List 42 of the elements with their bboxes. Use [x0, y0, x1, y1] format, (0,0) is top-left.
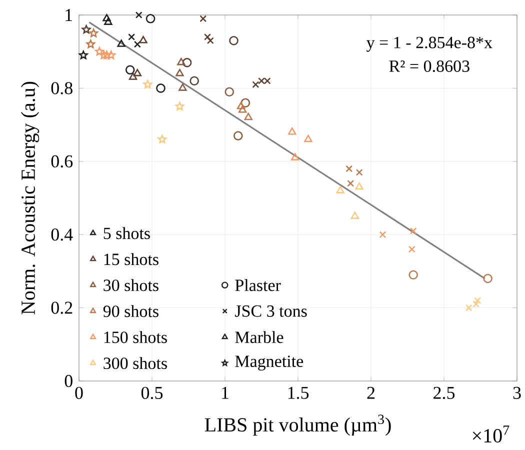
y-axis-title: Norm. Acoustic Energy (a.u) — [20, 82, 40, 314]
legend-label: 90 shots — [103, 305, 158, 318]
point — [206, 37, 214, 44]
point — [236, 102, 246, 110]
legend-label: Plaster — [235, 279, 281, 292]
point — [102, 50, 112, 60]
legend-label: 30 shots — [104, 279, 158, 292]
annotation: R² = 0.8603 — [389, 60, 470, 72]
annotation: y = 1 - 2.854e-8*x — [366, 36, 492, 52]
point — [204, 33, 211, 40]
point — [350, 212, 360, 219]
point — [336, 186, 344, 194]
y-tick-label: 0.8 — [51, 82, 72, 94]
legend-label: 15 shots — [104, 253, 158, 266]
legend-label: 150 shots — [104, 331, 167, 344]
legend-label: 5 shots — [104, 227, 150, 240]
point — [238, 106, 247, 113]
point — [355, 182, 364, 190]
x-tick-label: 2.5 — [434, 386, 455, 400]
x-tick-label: 1.5 — [288, 386, 309, 399]
x-tick-label: 1 — [222, 386, 228, 399]
x-axis-title: LIBS pit volume (µm$^{3}$) — [204, 414, 391, 436]
point — [200, 15, 207, 22]
x-tick-label: 2 — [367, 386, 375, 399]
point — [99, 50, 108, 60]
point — [106, 50, 116, 60]
legend-label: 300 shots — [104, 357, 167, 370]
y-tick-label: 0.2 — [51, 302, 72, 314]
legend-label: Marble — [235, 331, 284, 344]
y-tick-label: 0.6 — [51, 155, 73, 168]
point — [244, 112, 252, 120]
legend-label: Magnetite — [235, 356, 304, 371]
point — [252, 81, 260, 88]
y-tick-label: 0 — [64, 374, 72, 388]
y-tick-label: 1 — [66, 9, 72, 21]
x-tick-label: 0 — [75, 386, 83, 400]
y-tick-label: 0.4 — [51, 228, 73, 241]
x-tick-label: 3 — [513, 386, 521, 399]
legend-label: JSC 3 tons — [235, 305, 307, 317]
text: ×10$^{7}$ — [472, 426, 510, 443]
x-tick-label: 0.5 — [141, 386, 163, 400]
point — [94, 46, 104, 56]
